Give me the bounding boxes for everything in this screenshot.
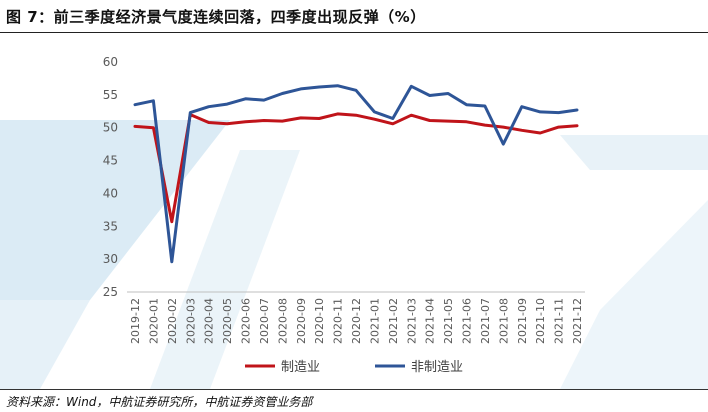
x-tick-label: 2021-04 bbox=[424, 298, 437, 344]
x-tick-label: 2021-06 bbox=[461, 298, 474, 344]
legend-label: 制造业 bbox=[281, 360, 320, 375]
x-tick-label: 2020-07 bbox=[258, 298, 271, 344]
x-tick-label: 2020-05 bbox=[221, 298, 234, 344]
x-tick-label: 2021-08 bbox=[497, 298, 510, 344]
x-tick-label: 2021-11 bbox=[553, 298, 566, 344]
y-tick-label: 25 bbox=[103, 285, 118, 299]
x-tick-label: 2020-04 bbox=[203, 298, 216, 344]
x-tick-label: 2019-12 bbox=[129, 298, 142, 344]
x-tick-label: 2020-10 bbox=[313, 298, 326, 344]
y-tick-label: 55 bbox=[103, 88, 118, 102]
y-tick-label: 35 bbox=[103, 219, 118, 233]
x-tick-label: 2020-01 bbox=[147, 298, 160, 344]
x-tick-label: 2020-09 bbox=[295, 298, 308, 344]
y-tick-label: 30 bbox=[103, 252, 118, 266]
x-tick-label: 2021-12 bbox=[571, 298, 584, 344]
x-tick-label: 2021-01 bbox=[368, 298, 381, 344]
title-divider bbox=[0, 32, 708, 33]
x-tick-label: 2020-06 bbox=[240, 298, 253, 344]
figure-title: 图 7：前三季度经济景气度连续回落，四季度出现反弹（%） bbox=[6, 8, 426, 26]
y-tick-label: 60 bbox=[103, 55, 118, 69]
y-tick-label: 45 bbox=[103, 154, 118, 168]
x-tick-label: 2021-09 bbox=[516, 298, 529, 344]
y-tick-label: 50 bbox=[103, 121, 118, 135]
x-tick-label: 2020-08 bbox=[276, 298, 289, 344]
x-tick-label: 2021-07 bbox=[479, 298, 492, 344]
x-tick-label: 2020-11 bbox=[332, 298, 345, 344]
x-tick-label: 2020-03 bbox=[184, 298, 197, 344]
x-tick-label: 2021-03 bbox=[405, 298, 418, 344]
source-divider bbox=[0, 389, 708, 390]
series-line-non-manufacturing bbox=[133, 84, 579, 264]
x-tick-label: 2021-05 bbox=[442, 298, 455, 344]
legend-label: 非制造业 bbox=[411, 360, 463, 375]
source-note: 资料来源：Wind，中航证券研究所，中航证券资管业务部 bbox=[6, 395, 313, 409]
y-tick-label: 40 bbox=[103, 186, 118, 200]
x-tick-label: 2021-02 bbox=[387, 298, 400, 344]
x-tick-label: 2020-02 bbox=[166, 298, 179, 344]
x-tick-label: 2021-10 bbox=[534, 298, 547, 344]
series-line-manufacturing bbox=[133, 112, 579, 224]
x-tick-label: 2020-12 bbox=[350, 298, 363, 344]
